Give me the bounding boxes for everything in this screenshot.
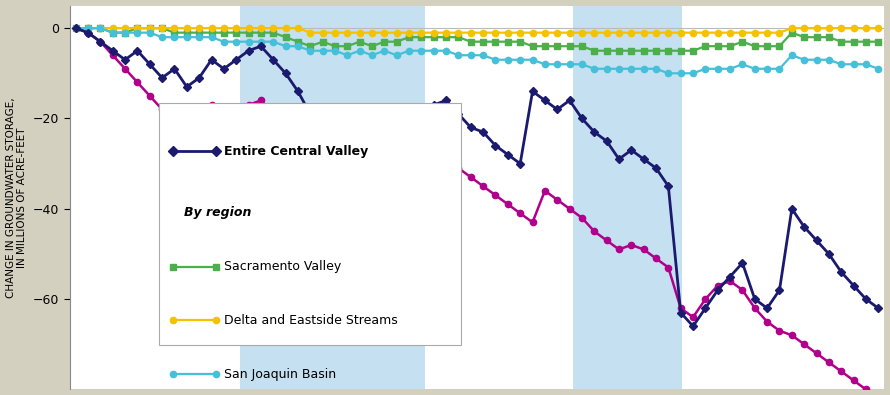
FancyBboxPatch shape bbox=[159, 103, 461, 345]
Text: Sacramento Valley: Sacramento Valley bbox=[224, 260, 342, 273]
Text: Entire Central Valley: Entire Central Valley bbox=[224, 145, 368, 158]
Text: By region: By region bbox=[183, 206, 251, 219]
Text: San Joaquin Basin: San Joaquin Basin bbox=[224, 368, 336, 381]
Bar bbox=[69, 6, 885, 389]
Text: Delta and Eastside Streams: Delta and Eastside Streams bbox=[224, 314, 398, 327]
Bar bbox=[240, 6, 425, 389]
Bar bbox=[573, 6, 682, 389]
Y-axis label: CHANGE IN GROUNDWATER STORAGE,
IN MILLIONS OF ACRE-FEET: CHANGE IN GROUNDWATER STORAGE, IN MILLIO… bbox=[5, 97, 28, 298]
